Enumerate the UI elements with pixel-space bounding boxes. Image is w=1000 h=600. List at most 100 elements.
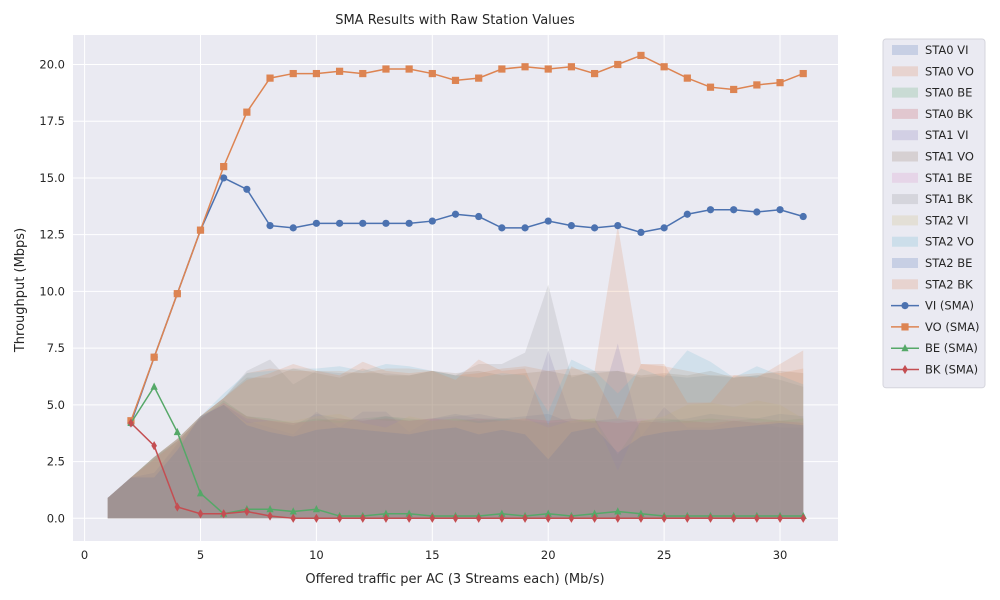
y-tick-label: 2.5 <box>47 455 65 469</box>
point-vo-sma <box>614 60 622 69</box>
point-bk-sma <box>429 513 436 523</box>
point-bk-sma <box>406 513 412 523</box>
point-be-sma <box>544 509 552 517</box>
x-tick-label: 20 <box>541 548 556 562</box>
line-series-group <box>127 51 807 523</box>
legend-marker-be-sma <box>901 344 909 352</box>
point-vi-sma <box>335 219 344 227</box>
point-be-sma <box>289 507 297 515</box>
legend-label-vi-sma: VI (SMA) <box>925 299 974 313</box>
area-sta2-be <box>107 404 804 519</box>
point-vi-sma <box>498 224 506 232</box>
legend-label-sta0-vi: STA0 VI <box>925 43 969 57</box>
point-bk-sma <box>197 509 204 519</box>
legend-label-sta0-vo: STA0 VO <box>925 64 974 78</box>
point-vo-sma <box>567 63 576 71</box>
point-be-sma <box>266 505 274 513</box>
chart-title: SMA Results with Raw Station Values <box>335 13 575 28</box>
point-vo-sma <box>544 65 552 73</box>
line-series-bk-sma <box>128 418 807 523</box>
point-vi-sma <box>753 208 761 216</box>
area-sta1-vi <box>107 343 804 519</box>
point-vi-sma <box>359 219 367 227</box>
legend-label-sta0-be: STA0 BE <box>925 86 972 100</box>
point-bk-sma <box>707 513 714 523</box>
point-vo-sma <box>289 69 297 78</box>
point-be-sma <box>498 509 506 517</box>
point-vi-sma <box>590 224 599 232</box>
point-vo-sma <box>266 74 274 82</box>
legend-swatch-sta1-be <box>892 172 918 183</box>
legend-label-sta2-bk: STA2 BK <box>925 277 973 291</box>
point-vi-sma <box>637 228 645 237</box>
point-vo-sma <box>382 65 390 73</box>
point-bk-sma <box>661 513 667 523</box>
legend-box <box>882 38 986 389</box>
point-vi-sma <box>544 217 552 225</box>
point-vi-sma <box>243 185 251 193</box>
point-vo-sma <box>683 74 691 82</box>
area-sta0-be <box>107 400 804 519</box>
point-be-sma <box>312 505 321 513</box>
point-vi-sma <box>312 219 321 227</box>
line-series-vo-sma <box>127 51 807 425</box>
point-bk-sma <box>313 513 320 523</box>
point-bk-sma <box>336 513 343 523</box>
point-vi-sma <box>405 219 413 227</box>
legend-label-sta2-be: STA2 BE <box>925 256 972 270</box>
point-vo-sma <box>196 226 205 234</box>
y-axis-label: Throughput (Mbps) <box>13 228 28 353</box>
point-vi-sma <box>451 210 460 218</box>
point-vi-sma <box>799 212 807 221</box>
point-vi-sma <box>730 206 738 214</box>
point-vo-sma <box>243 108 251 116</box>
legend-label-sta1-vi: STA1 VI <box>925 128 969 142</box>
y-tick-label: 17.5 <box>39 114 65 128</box>
legend-label-bk-sma: BK (SMA) <box>925 363 978 377</box>
legend-swatch-sta2-vi <box>892 215 918 226</box>
area-sta2-vo <box>107 350 804 519</box>
point-bk-sma <box>267 511 273 521</box>
point-bk-sma <box>730 513 737 523</box>
point-be-sma <box>614 507 622 515</box>
point-vo-sma <box>312 69 321 78</box>
point-be-sma <box>196 489 205 497</box>
area-sta0-vo <box>107 225 804 519</box>
point-bk-sma <box>244 506 250 517</box>
point-bk-sma <box>568 513 575 523</box>
point-bk-sma <box>522 513 528 523</box>
point-vo-sma <box>637 51 645 60</box>
x-tick-label: 30 <box>773 548 788 562</box>
line-vo-sma <box>130 54 804 421</box>
point-vi-sma <box>683 210 691 218</box>
point-vo-sma <box>359 69 367 78</box>
point-vo-sma <box>776 79 784 87</box>
point-vo-sma <box>706 83 715 91</box>
point-vi-sma <box>706 206 715 214</box>
point-be-sma <box>637 509 645 517</box>
legend-label-sta2-vi: STA2 VI <box>925 213 969 227</box>
point-vi-sma <box>521 224 529 232</box>
legend-marker-vo-sma <box>901 323 909 331</box>
point-vi-sma <box>428 217 436 225</box>
point-vo-sma <box>173 290 181 298</box>
legend: STA0 VI STA0 VO STA0 BE STA0 BK STA1 VI STA1 … <box>882 38 986 389</box>
point-be-sma <box>150 382 158 390</box>
point-vi-sma <box>614 222 622 230</box>
legend-swatch-sta2-be <box>892 258 918 268</box>
x-tick-label: 0 <box>81 548 88 562</box>
y-tick-label: 15.0 <box>39 171 65 185</box>
legend-swatch-sta0-be <box>892 87 918 98</box>
point-vo-sma <box>405 65 413 73</box>
point-vo-sma <box>335 67 344 75</box>
legend-swatch-sta2-bk <box>892 279 918 290</box>
point-vo-sma <box>451 76 460 84</box>
area-sta1-bk <box>107 284 804 519</box>
point-bk-sma <box>545 513 552 523</box>
point-vo-sma <box>753 81 761 89</box>
legend-swatch-sta1-vi <box>892 130 918 141</box>
area-sta2-vi <box>107 400 804 519</box>
point-be-sma <box>173 427 181 436</box>
line-be-sma <box>130 385 804 517</box>
point-vo-sma <box>521 63 529 71</box>
